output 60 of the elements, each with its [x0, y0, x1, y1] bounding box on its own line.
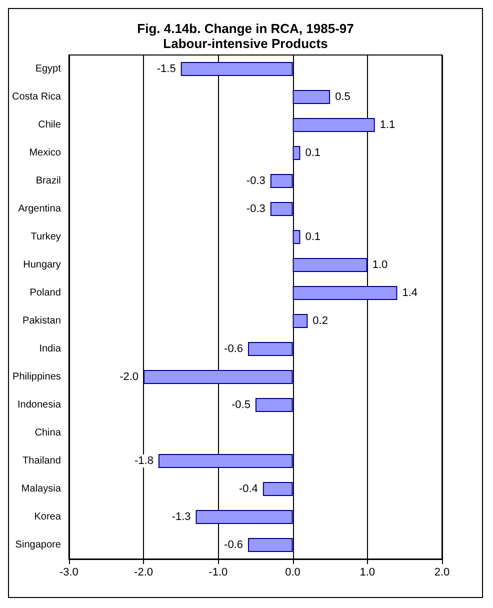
- bar: [292, 90, 330, 104]
- bar: [255, 398, 293, 412]
- x-tick-label: -2.0: [134, 566, 154, 578]
- bar: [292, 230, 300, 244]
- bar: [292, 314, 308, 328]
- y-tick-label: China: [34, 428, 62, 438]
- data-label: 0.1: [305, 147, 321, 159]
- y-tick-label: Pakistan: [22, 316, 61, 326]
- bar: [292, 146, 300, 160]
- bar: [292, 286, 398, 300]
- data-label: -0.3: [246, 175, 266, 187]
- data-label: 0.5: [335, 91, 350, 103]
- bar: [292, 118, 375, 132]
- y-tick-label: Chile: [38, 120, 62, 130]
- y-tick-label: Costa Rica: [12, 92, 62, 102]
- x-tick-label: 0.0: [285, 566, 300, 578]
- data-label: -0.5: [232, 399, 250, 411]
- y-tick-label: Korea: [34, 512, 62, 522]
- y-tick-label: Turkey: [30, 232, 61, 242]
- bar: [270, 174, 293, 188]
- data-label: -0.6: [224, 343, 244, 355]
- bar: [196, 510, 293, 524]
- data-label: -0.6: [224, 539, 244, 551]
- x-tick-label: -1.0: [208, 566, 228, 578]
- bar: [270, 202, 293, 216]
- y-tick-label: Indonesia: [18, 400, 62, 410]
- chart-subtitle: Labour-intensive Products: [163, 36, 328, 51]
- y-tick-label: Hungary: [23, 260, 61, 270]
- bar: [248, 342, 293, 356]
- y-tick-label: Poland: [30, 288, 61, 298]
- x-tick-label: -3.0: [59, 566, 78, 578]
- data-label: -1.5: [156, 63, 176, 75]
- y-tick-label: Singapore: [15, 540, 62, 550]
- bar: [180, 62, 293, 76]
- data-label: 0.2: [312, 315, 328, 327]
- data-label: 1.1: [380, 119, 396, 131]
- data-label: -1.8: [134, 455, 154, 467]
- data-label: -2.0: [120, 371, 139, 383]
- data-label: 0.1: [305, 231, 321, 243]
- y-tick-label: Argentina: [18, 204, 62, 214]
- bar: [262, 482, 293, 496]
- x-tick-label: 2.0: [434, 566, 450, 578]
- bar: [144, 370, 293, 384]
- bar: [248, 538, 293, 552]
- data-label: -1.3: [172, 511, 191, 523]
- data-label: 1.4: [402, 287, 418, 299]
- y-tick-label: Thailand: [22, 456, 61, 466]
- y-tick-label: Brazil: [36, 176, 61, 186]
- chart-title: Fig. 4.14b. Change in RCA, 1985-97: [137, 21, 354, 36]
- data-label: -0.3: [246, 203, 266, 215]
- bar: [292, 258, 368, 272]
- y-tick-label: Egypt: [35, 64, 62, 74]
- y-tick-label: Philippines: [12, 372, 61, 382]
- y-tick-label: Mexico: [29, 148, 62, 158]
- y-tick-label: Malaysia: [21, 484, 62, 494]
- data-label: 1.0: [372, 259, 388, 271]
- bar: [158, 454, 293, 468]
- data-label: -0.4: [238, 483, 258, 495]
- x-tick-label: 1.0: [360, 566, 376, 578]
- y-tick-label: India: [39, 344, 62, 354]
